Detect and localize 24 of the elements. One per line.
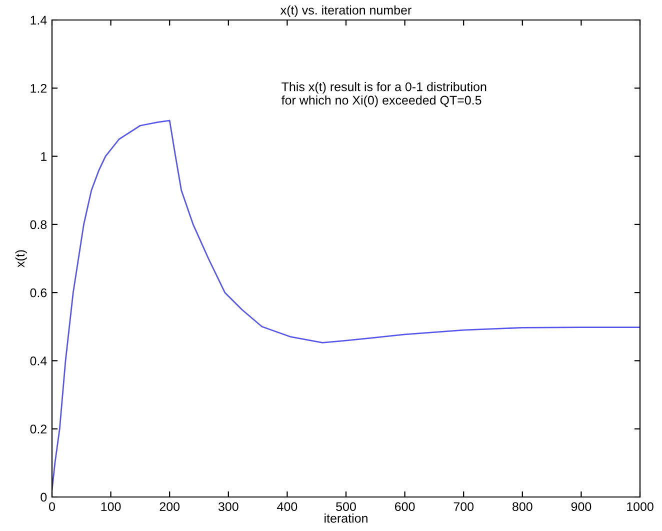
- y-axis-title: x(t): [15, 250, 27, 268]
- y-tick-label: 0.6: [30, 288, 47, 298]
- chart-title: x(t) vs. iteration number: [280, 5, 412, 18]
- x-tick-label: 600: [395, 502, 415, 512]
- x-tick-label: 0: [49, 502, 55, 512]
- y-tick-label: 1: [41, 152, 47, 161]
- x-tick-label: 500: [336, 502, 356, 512]
- y-tick-label: 1.2: [30, 84, 47, 93]
- y-tick-label: 0: [40, 492, 47, 502]
- x-tick-label: 400: [277, 502, 298, 512]
- x-axis-title: iteration: [324, 514, 368, 523]
- x-tick-label: 100: [101, 502, 121, 512]
- x-tick-label: 700: [454, 502, 474, 512]
- annotation: This x(t) result is for a 0-1 distribution for which no Xi(0) exceeded QT=0.5: [282, 82, 486, 108]
- line-series: [52, 120, 640, 491]
- y-tick-label: 1.4: [30, 16, 47, 25]
- x-tick-label: 1000: [627, 502, 654, 512]
- y-tick-label: 0.4: [30, 356, 47, 366]
- x-tick-label: 300: [218, 502, 238, 512]
- x-tick-label: 200: [160, 502, 180, 512]
- y-tick-label: 0.2: [30, 424, 47, 434]
- x-tick-label: 800: [512, 502, 532, 512]
- y-tick-label: 0.8: [30, 220, 47, 230]
- x-tick-label: 900: [571, 502, 592, 512]
